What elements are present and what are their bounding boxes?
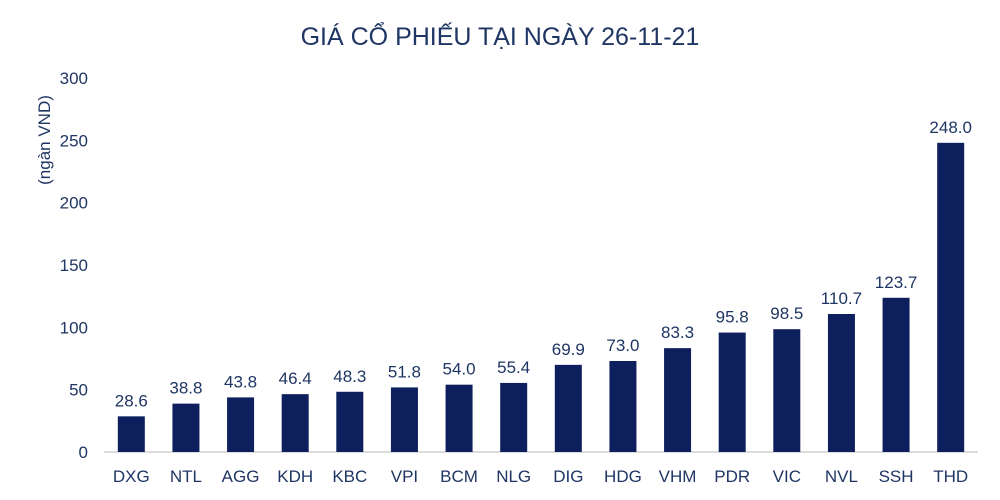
value-label-vic: 98.5 <box>770 304 803 323</box>
y-axis-label: (ngàn VND) <box>35 95 54 185</box>
x-tick-label-thd: THD <box>933 467 968 486</box>
x-tick-label-nlg: NLG <box>496 467 531 486</box>
x-tick-label-hdg: HDG <box>604 467 642 486</box>
value-label-dxg: 28.6 <box>115 391 148 410</box>
bar-dig <box>554 364 582 452</box>
bar-dxg <box>117 416 145 452</box>
bar-kdh <box>281 394 309 452</box>
x-tick-label-pdr: PDR <box>714 467 750 486</box>
value-label-ssh: 123.7 <box>875 273 918 292</box>
y-tick-label: 300 <box>60 69 88 88</box>
bar-vic <box>773 329 801 452</box>
y-tick-label: 0 <box>79 443 88 462</box>
bar-agg <box>227 397 255 452</box>
bar-ssh <box>882 297 910 452</box>
value-label-bcm: 54.0 <box>443 360 476 379</box>
bar-kbc <box>336 391 364 452</box>
bar-ntl <box>172 403 200 452</box>
x-tick-label-kbc: KBC <box>332 467 367 486</box>
x-tick-label-vpi: VPI <box>391 467 418 486</box>
x-axis-ticks: DXG NTL AGG KDH KBC VPI BCM NLG DIG HDG VHM PDR VIC N… <box>113 467 968 486</box>
value-label-agg: 43.8 <box>224 372 257 391</box>
x-tick-label-vhm: VHM <box>659 467 697 486</box>
bar-hdg <box>609 360 637 452</box>
bars-group <box>117 142 965 452</box>
bar-bcm <box>445 384 473 452</box>
bar-nvl <box>827 313 855 452</box>
value-labels-group: 28.6 38.8 43.8 46.4 48.3 51.8 54.0 55.4 69.9 73.0… <box>115 118 972 411</box>
value-label-kbc: 48.3 <box>333 367 366 386</box>
x-tick-label-kdh: KDH <box>277 467 313 486</box>
value-label-hdg: 73.0 <box>606 336 639 355</box>
x-tick-label-vic: VIC <box>773 467 801 486</box>
value-label-pdr: 95.8 <box>716 308 749 327</box>
y-tick-label: 250 <box>60 131 88 150</box>
value-label-kdh: 46.4 <box>279 369 312 388</box>
bar-pdr <box>718 332 746 452</box>
y-tick-label: 200 <box>60 194 88 213</box>
x-tick-label-nvl: NVL <box>825 467 858 486</box>
y-axis-ticks: 0 50 100 150 200 250 300 <box>60 69 88 462</box>
bar-nlg <box>500 382 528 452</box>
bar-vpi <box>390 387 418 452</box>
value-label-vhm: 83.3 <box>661 323 694 342</box>
value-label-ntl: 38.8 <box>169 379 202 398</box>
value-label-nvl: 110.7 <box>821 289 862 308</box>
value-label-vpi: 51.8 <box>388 362 421 381</box>
y-tick-label: 150 <box>60 256 88 275</box>
x-tick-label-bcm: BCM <box>440 467 478 486</box>
bar-thd <box>937 142 965 452</box>
x-tick-label-ntl: NTL <box>170 467 202 486</box>
value-label-dig: 69.9 <box>552 340 585 359</box>
value-label-thd: 248.0 <box>929 118 972 137</box>
x-tick-label-dig: DIG <box>553 467 583 486</box>
x-tick-label-dxg: DXG <box>113 467 150 486</box>
x-tick-label-ssh: SSH <box>879 467 914 486</box>
value-label-nlg: 55.4 <box>497 358 530 377</box>
x-tick-label-agg: AGG <box>222 467 260 486</box>
bar-vhm <box>664 348 692 452</box>
y-tick-label: 100 <box>60 318 88 337</box>
y-tick-label: 50 <box>69 381 88 400</box>
chart-title: GIÁ CỔ PHIẾU TẠI NGÀY 26-11-21 <box>301 21 700 51</box>
